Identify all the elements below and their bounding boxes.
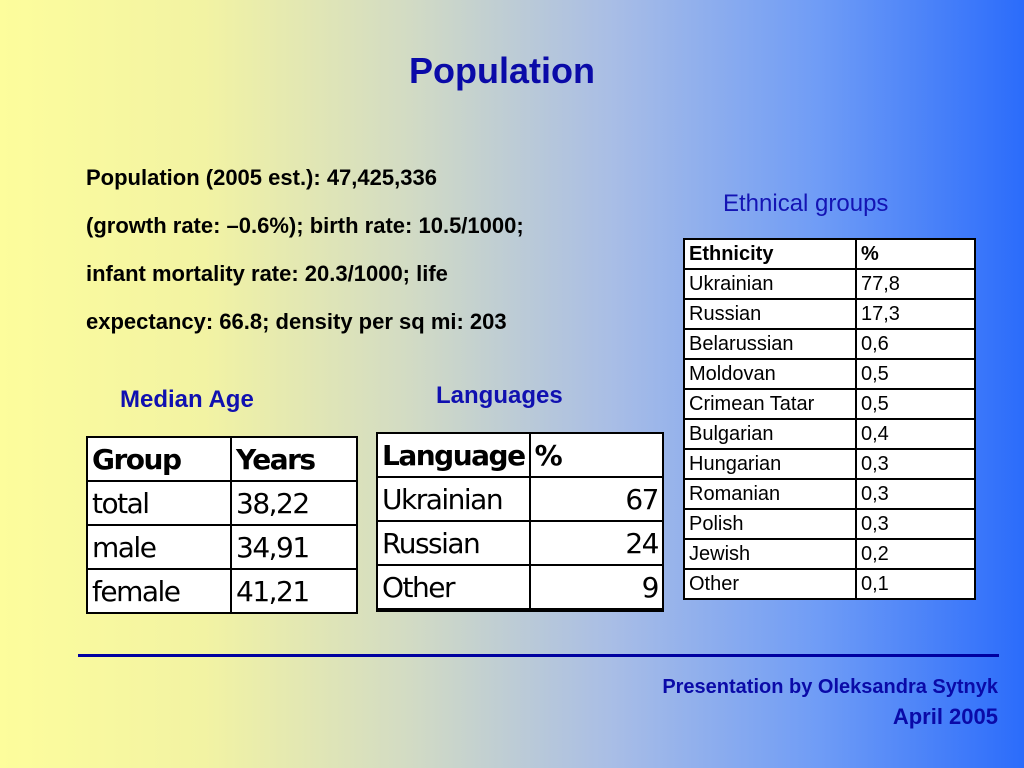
table-cell: 24 [528,520,665,566]
header-cell: Group [86,436,232,482]
table-cell: 17,3 [855,298,976,330]
table-cell: Ukrainian [683,268,857,300]
table-cell: 0,1 [855,568,976,600]
table-cell: 0,4 [855,418,976,450]
table-row: Moldovan 0,5 [683,358,976,390]
table-row: total 38,22 [86,480,358,526]
table-header-row: Group Years [86,436,358,482]
table-header-row: Language % [376,432,665,478]
stats-line: Population (2005 est.): 47,425,336 [86,165,437,190]
table-cell: Polish [683,508,857,540]
header-cell: Language [376,432,531,478]
header-cell: Ethnicity [683,238,857,270]
table-cell: Belarussian [683,328,857,360]
ethnical-groups-heading: Ethnical groups [723,190,889,217]
table-cell: 0,3 [855,478,976,510]
table-cell: Crimean Tatar [683,388,857,420]
table-cell: 34,91 [230,524,358,570]
median-age-table: Group Years total 38,22 male 34,91 femal… [86,436,358,614]
table-row: female 41,21 [86,568,358,614]
table-row: Russian 24 [376,520,665,566]
table-cell: Hungarian [683,448,857,480]
table-cell: Jewish [683,538,857,570]
median-age-heading: Median Age [120,386,254,413]
languages-table: Language % Ukrainian 67 Russian 24 Other… [376,432,665,612]
footer-author: Presentation by Oleksandra Sytnyk [662,676,998,698]
table-header-row: Ethnicity % [683,238,976,270]
ethnical-groups-table: Ethnicity % Ukrainian 77,8 Russian 17,3 … [683,238,976,600]
table-row: Romanian 0,3 [683,478,976,510]
table-cell: Other [376,564,531,611]
table-cell: 9 [528,564,665,611]
table-row: Other 9 [376,564,665,611]
table-row: Bulgarian 0,4 [683,418,976,450]
population-stats: Population (2005 est.): 47,425,336 (grow… [86,158,666,350]
table-cell: 67 [528,476,665,522]
table-row: Belarussian 0,6 [683,328,976,360]
table-row: Ukrainian 77,8 [683,268,976,300]
table-row: Russian 17,3 [683,298,976,330]
table-row: Polish 0,3 [683,508,976,540]
footer-date: April 2005 [892,704,998,729]
table-cell: Russian [376,520,531,566]
table-row: Ukrainian 67 [376,476,665,522]
table-row: Crimean Tatar 0,5 [683,388,976,420]
table-cell: male [86,524,232,570]
table-cell: 38,22 [230,480,358,526]
table-cell: total [86,480,232,526]
table-cell: 0,5 [855,388,976,420]
table-cell: 0,5 [855,358,976,390]
table-cell: Moldovan [683,358,857,390]
footer-divider [78,654,999,657]
table-cell: Bulgarian [683,418,857,450]
table-row: Jewish 0,2 [683,538,976,570]
stats-line: (growth rate: –0.6%); birth rate: 10.5/1… [86,213,524,238]
slide-title: Population [409,50,595,91]
table-cell: Other [683,568,857,600]
table-cell: 0,3 [855,508,976,540]
table-cell: Russian [683,298,857,330]
table-cell: 41,21 [230,568,358,614]
table-cell: Ukrainian [376,476,531,522]
header-cell: Years [230,436,358,482]
languages-heading: Languages [436,382,563,409]
table-cell: Romanian [683,478,857,510]
table-cell: 0,3 [855,448,976,480]
table-cell: 0,6 [855,328,976,360]
table-row: Other 0,1 [683,568,976,600]
table-row: male 34,91 [86,524,358,570]
table-cell: female [86,568,232,614]
table-cell: 0,2 [855,538,976,570]
header-cell: % [528,432,665,478]
header-cell: % [855,238,976,270]
stats-line: infant mortality rate: 20.3/1000; life [86,261,448,286]
stats-line: expectancy: 66.8; density per sq mi: 203 [86,309,507,334]
table-cell: 77,8 [855,268,976,300]
table-row: Hungarian 0,3 [683,448,976,480]
